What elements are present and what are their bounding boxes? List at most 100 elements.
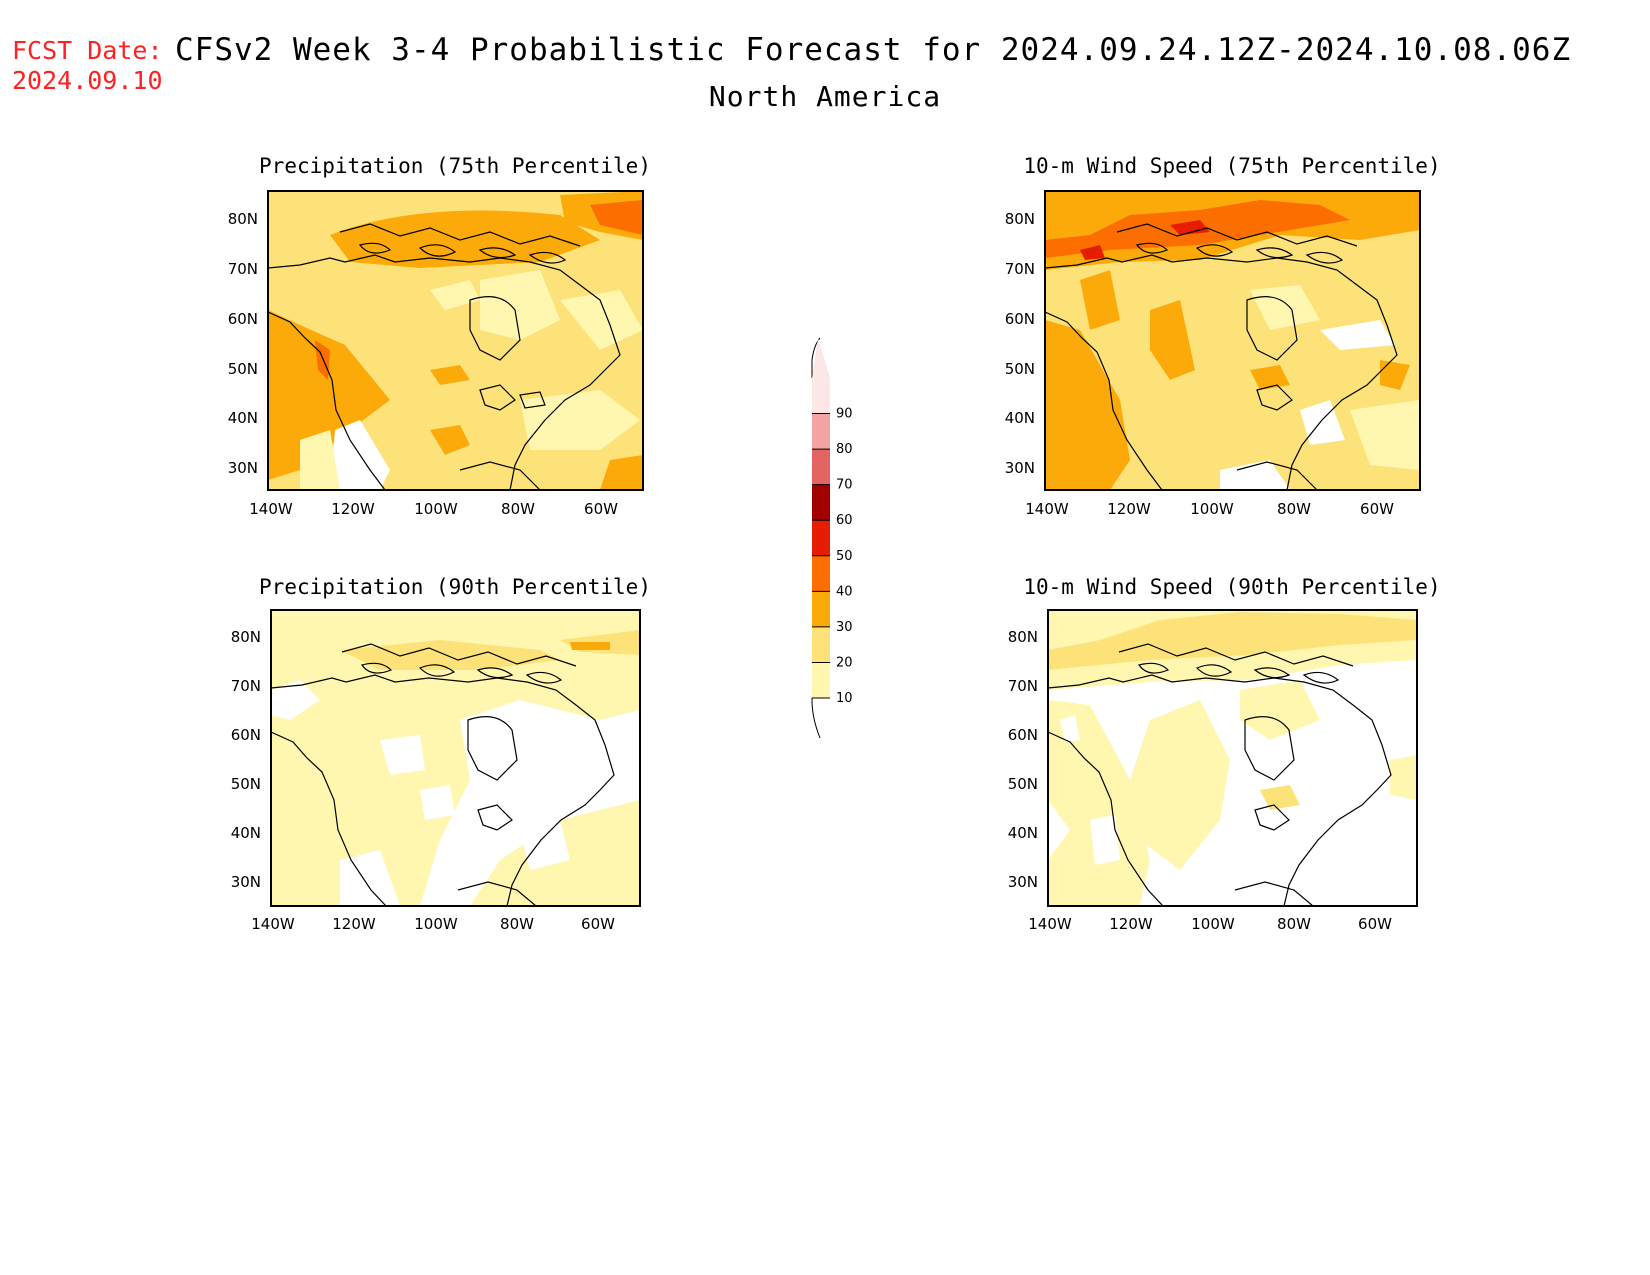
svg-text:80W: 80W (501, 500, 535, 518)
svg-text:120W: 120W (331, 500, 375, 518)
svg-text:40N: 40N (228, 409, 258, 427)
svg-text:80W: 80W (500, 915, 534, 933)
coastlines (1048, 643, 1392, 906)
svg-text:40N: 40N (1008, 824, 1038, 842)
svg-text:40N: 40N (1005, 409, 1035, 427)
lon-ticks: 140W 120W 100W 80W 60W (1025, 500, 1394, 518)
colorbar-label: 70 (836, 478, 853, 493)
colorbar-swatch (812, 626, 830, 663)
svg-text:120W: 120W (332, 915, 376, 933)
svg-text:60N: 60N (228, 310, 258, 328)
svg-text:80N: 80N (1008, 628, 1038, 646)
map-frame (270, 609, 641, 907)
colorbar-swatch (812, 555, 830, 592)
svg-text:50N: 50N (1008, 775, 1038, 793)
forecast-field (1045, 191, 1420, 490)
colorbar: 10 20 30 40 50 60 70 80 90 (811, 337, 853, 739)
coastlines (1045, 223, 1398, 490)
forecast-field (268, 191, 643, 490)
colorbar-swatch (812, 449, 830, 485)
lon-ticks: 140W 120W 100W 80W 60W (251, 915, 615, 933)
panel-wind-75: 10-m Wind Speed (75th Percentile) (1005, 154, 1441, 518)
panel-precip-75: Precipitation (75th Percentile) (228, 154, 651, 518)
svg-text:100W: 100W (1191, 915, 1235, 933)
svg-text:140W: 140W (1028, 915, 1072, 933)
colorbar-swatch (812, 484, 830, 521)
forecast-date-value: 2024.09.10 (12, 66, 163, 95)
colorbar-top-arrow (811, 337, 821, 378)
svg-text:30N: 30N (1005, 459, 1035, 477)
lat-ticks: 80N 70N 60N 50N 40N 30N (1005, 210, 1035, 477)
svg-text:140W: 140W (249, 500, 293, 518)
svg-text:60W: 60W (1358, 915, 1392, 933)
colorbar-label: 30 (836, 620, 853, 635)
map-frame (267, 190, 644, 491)
colorbar-label: 80 (836, 442, 853, 457)
colorbar-label: 60 (836, 513, 853, 528)
svg-text:140W: 140W (251, 915, 295, 933)
svg-text:120W: 120W (1109, 915, 1153, 933)
svg-text:80W: 80W (1277, 500, 1311, 518)
colorbar-label: 90 (836, 407, 853, 422)
svg-text:70N: 70N (231, 677, 261, 695)
svg-text:30N: 30N (231, 873, 261, 891)
lon-ticks: 140W 120W 100W 80W 60W (249, 500, 618, 518)
region-title: North America (708, 80, 942, 113)
colorbar-label: 40 (836, 584, 853, 599)
svg-text:80W: 80W (1277, 915, 1311, 933)
coastlines (268, 223, 621, 490)
main-title: CFSv2 Week 3-4 Probabilistic Forecast fo… (175, 32, 1572, 68)
svg-text:80N: 80N (228, 210, 258, 228)
map-frame (1044, 190, 1421, 491)
forecast-date-label: FCST Date: (12, 36, 163, 65)
svg-text:100W: 100W (414, 915, 458, 933)
lon-ticks: 140W 120W 100W 80W 60W (1028, 915, 1392, 933)
svg-text:30N: 30N (1008, 873, 1038, 891)
svg-text:140W: 140W (1025, 500, 1069, 518)
panel-precip-90: Precipitation (90th Percentile) (231, 575, 651, 933)
svg-text:60W: 60W (1360, 500, 1394, 518)
svg-text:50N: 50N (228, 360, 258, 378)
svg-text:70N: 70N (1008, 677, 1038, 695)
svg-text:100W: 100W (1190, 500, 1234, 518)
colorbar-swatch (812, 413, 830, 450)
panel-title: 10-m Wind Speed (75th Percentile) (1023, 154, 1440, 178)
panel-title: Precipitation (75th Percentile) (259, 154, 651, 178)
colorbar-label: 50 (836, 549, 853, 564)
forecast-date-block: FCST Date: 2024.09.10 (12, 36, 163, 96)
panel-title: 10-m Wind Speed (90th Percentile) (1023, 575, 1440, 599)
colorbar-swatch (812, 378, 830, 414)
svg-text:40N: 40N (231, 824, 261, 842)
svg-text:70N: 70N (228, 260, 258, 278)
colorbar-label: 10 (836, 691, 853, 706)
forecast-field (271, 610, 640, 906)
svg-text:60N: 60N (231, 726, 261, 744)
svg-text:60W: 60W (581, 915, 615, 933)
panel-wind-90: 10-m Wind Speed (90th Percentile) (1008, 575, 1441, 933)
svg-text:80N: 80N (231, 628, 261, 646)
colorbar-swatch (812, 662, 830, 698)
colorbar-bottom-arrow (811, 698, 821, 739)
forecast-field (1048, 610, 1417, 906)
svg-text:60W: 60W (584, 500, 618, 518)
panel-title: Precipitation (90th Percentile) (259, 575, 651, 599)
svg-text:30N: 30N (228, 459, 258, 477)
coastlines (271, 643, 615, 906)
svg-text:80N: 80N (1005, 210, 1035, 228)
colorbar-label: 20 (836, 655, 853, 670)
svg-text:70N: 70N (1005, 260, 1035, 278)
svg-text:100W: 100W (414, 500, 458, 518)
lat-ticks: 80N 70N 60N 50N 40N 30N (1008, 628, 1038, 891)
svg-text:120W: 120W (1107, 500, 1151, 518)
lat-ticks: 80N 70N 60N 50N 40N 30N (228, 210, 258, 477)
colorbar-top-tip (812, 338, 830, 378)
svg-text:60N: 60N (1005, 310, 1035, 328)
colorbar-swatch (812, 520, 830, 556)
lat-ticks: 80N 70N 60N 50N 40N 30N (231, 628, 261, 891)
colorbar-swatch (812, 591, 830, 627)
svg-text:50N: 50N (231, 775, 261, 793)
map-frame (1047, 609, 1418, 907)
svg-text:50N: 50N (1005, 360, 1035, 378)
svg-text:60N: 60N (1008, 726, 1038, 744)
